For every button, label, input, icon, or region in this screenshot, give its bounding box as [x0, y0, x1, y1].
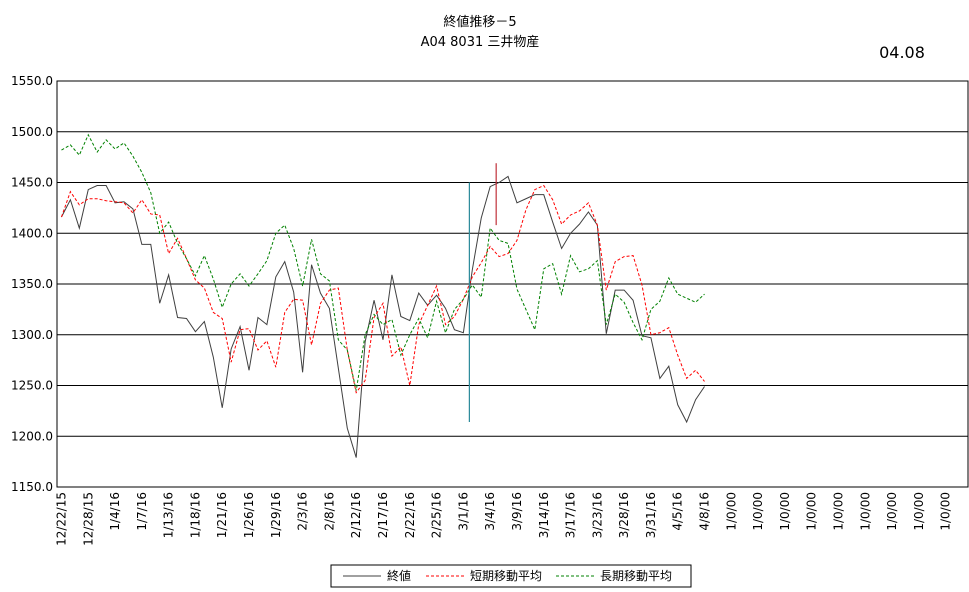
y-tick-label: 1500.0: [11, 125, 53, 139]
x-tick-label: 3/14/16: [537, 492, 551, 538]
x-tick-label: 2/25/16: [430, 492, 444, 538]
x-tick-label: 4/8/16: [698, 492, 712, 531]
x-tick-label: 12/22/15: [54, 492, 68, 546]
x-tick-label: 1/0/00: [939, 492, 953, 531]
x-tick-label: 3/4/16: [483, 492, 497, 531]
x-tick-label: 3/28/16: [617, 492, 631, 538]
series-line: [60, 184, 705, 394]
legend-label: 短期移動平均: [470, 569, 542, 583]
y-tick-label: 1250.0: [11, 379, 53, 393]
x-tick-label: 1/0/00: [778, 492, 792, 531]
x-tick-label: 4/5/16: [671, 492, 685, 531]
x-tick-label: 1/0/00: [912, 492, 926, 531]
x-tick-label: 1/0/00: [831, 492, 845, 531]
date-note: 04.08: [879, 43, 925, 62]
y-tick-label: 1200.0: [11, 429, 53, 443]
x-tick-label: 3/17/16: [564, 492, 578, 538]
x-tick-label: 2/17/16: [376, 492, 390, 538]
x-tick-label: 2/22/16: [403, 492, 417, 538]
x-tick-label: 1/13/16: [162, 492, 176, 538]
chart-subtitle: A04 8031 三井物産: [421, 34, 540, 50]
series-line: [61, 175, 705, 458]
x-tick-label: 12/28/15: [81, 492, 95, 546]
y-tick-label: 1350.0: [11, 277, 53, 291]
x-tick-label: 1/26/16: [242, 492, 256, 538]
y-tick-label: 1400.0: [11, 226, 53, 240]
x-tick-label: 3/23/16: [590, 492, 604, 538]
legend-label: 終値: [387, 568, 411, 583]
x-tick-label: 1/0/00: [724, 492, 738, 531]
chart-title: 終値推移－5: [443, 14, 516, 30]
x-tick-label: 3/1/16: [456, 492, 470, 531]
x-tick-label: 1/0/00: [805, 492, 819, 531]
x-tick-label: 1/7/16: [135, 492, 149, 531]
y-tick-label: 1300.0: [11, 328, 53, 342]
x-tick-label: 2/12/16: [349, 492, 363, 538]
x-tick-label: 1/0/00: [885, 492, 899, 531]
x-tick-label: 1/0/00: [858, 492, 872, 531]
legend-label: 長期移動平均: [600, 569, 672, 583]
legend-box: [330, 564, 692, 588]
x-tick-label: 2/3/16: [296, 492, 310, 531]
x-tick-label: 1/29/16: [269, 492, 283, 538]
x-tick-label: 1/21/16: [215, 492, 229, 538]
y-tick-label: 1150.0: [11, 480, 53, 494]
y-tick-label: 1450.0: [11, 176, 53, 190]
y-tick-label: 1550.0: [11, 74, 53, 88]
x-tick-label: 2/8/16: [322, 492, 336, 531]
x-tick-label: 3/31/16: [644, 492, 658, 538]
x-tick-label: 1/4/16: [108, 492, 122, 531]
x-tick-label: 1/18/16: [188, 492, 202, 538]
x-tick-label: 1/0/00: [751, 492, 765, 531]
x-tick-label: 3/9/16: [510, 492, 524, 531]
series-line: [61, 133, 705, 391]
